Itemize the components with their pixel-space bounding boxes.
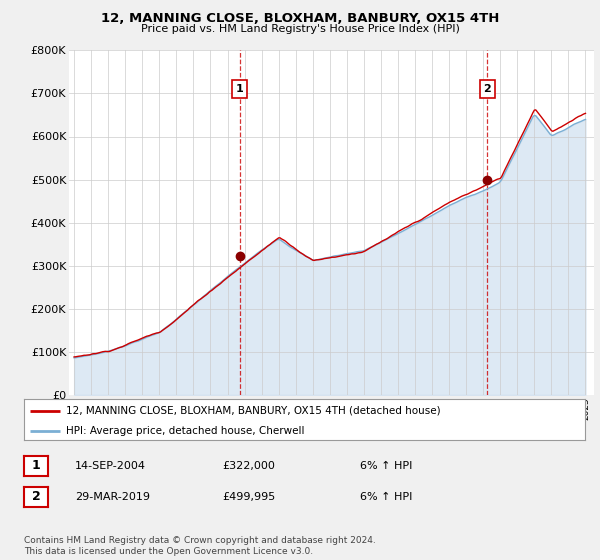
Text: Price paid vs. HM Land Registry's House Price Index (HPI): Price paid vs. HM Land Registry's House … [140,24,460,34]
Text: 2: 2 [32,490,40,503]
Text: £499,995: £499,995 [222,492,275,502]
Text: 6% ↑ HPI: 6% ↑ HPI [360,461,412,471]
Text: 1: 1 [32,459,40,473]
Text: 14-SEP-2004: 14-SEP-2004 [75,461,146,471]
Text: HPI: Average price, detached house, Cherwell: HPI: Average price, detached house, Cher… [66,426,305,436]
Text: 6% ↑ HPI: 6% ↑ HPI [360,492,412,502]
Text: 29-MAR-2019: 29-MAR-2019 [75,492,150,502]
Text: 12, MANNING CLOSE, BLOXHAM, BANBURY, OX15 4TH: 12, MANNING CLOSE, BLOXHAM, BANBURY, OX1… [101,12,499,25]
Text: 1: 1 [236,84,244,94]
Text: 2: 2 [484,84,491,94]
Text: Contains HM Land Registry data © Crown copyright and database right 2024.
This d: Contains HM Land Registry data © Crown c… [24,536,376,556]
Text: 12, MANNING CLOSE, BLOXHAM, BANBURY, OX15 4TH (detached house): 12, MANNING CLOSE, BLOXHAM, BANBURY, OX1… [66,405,440,416]
Text: £322,000: £322,000 [222,461,275,471]
